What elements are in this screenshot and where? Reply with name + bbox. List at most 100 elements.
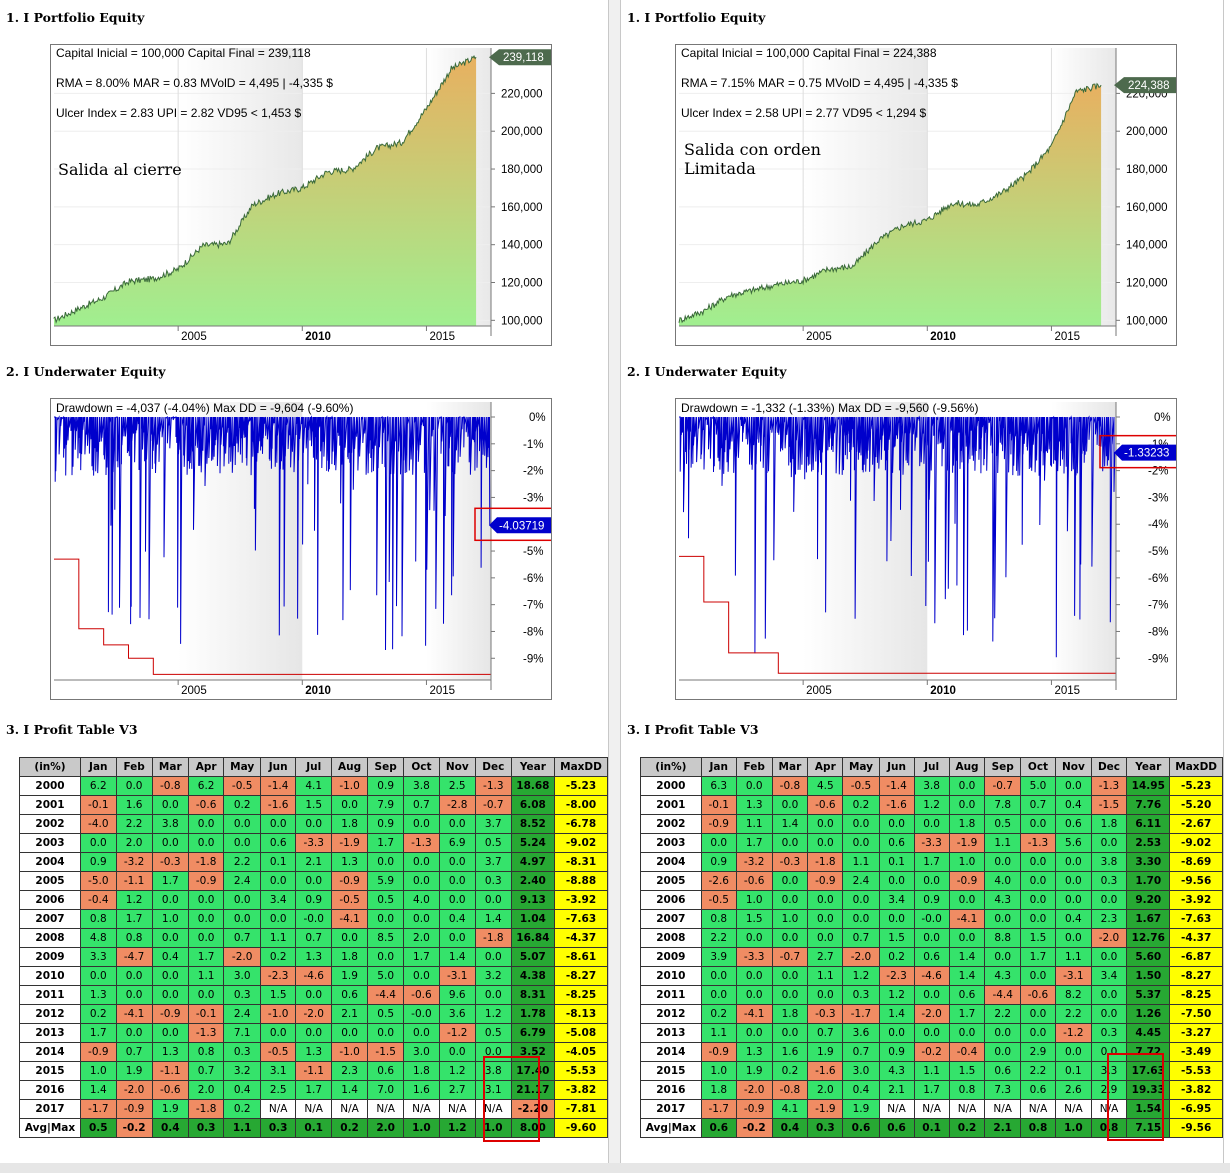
- month-return-cell: 3.8: [1090, 852, 1128, 872]
- month-return-cell: 3.0: [223, 966, 261, 986]
- month-return-cell: 0.0: [735, 776, 773, 796]
- row-label-cell: 2004: [18, 852, 82, 872]
- section-title-profit: 3. I Profit Table V3: [6, 722, 138, 737]
- month-return-cell: 0.0: [700, 966, 737, 986]
- month-return-cell: 3.7: [474, 852, 512, 872]
- month-return-cell: 0.9: [878, 1042, 915, 1062]
- month-return-cell: 0.0: [878, 909, 915, 929]
- month-return-cell: 6.2: [187, 776, 225, 796]
- month-return-cell: 0.0: [330, 795, 369, 815]
- month-return-cell: 1.6: [771, 1042, 809, 1062]
- table-header-cell: Sep: [367, 757, 405, 777]
- x-tick-label: 2015: [429, 331, 455, 343]
- month-return-cell: 1.5: [1019, 928, 1057, 948]
- maxdd-cell: -8.13: [554, 1004, 608, 1024]
- month-return-cell: -1.9: [948, 833, 986, 853]
- maxdd-cell: -5.23: [554, 776, 608, 796]
- month-return-cell: 0.0: [913, 871, 950, 891]
- month-return-cell: -0.9: [948, 871, 986, 891]
- month-return-cell: 0.1: [295, 1118, 332, 1138]
- month-return-cell: N/A: [1019, 1099, 1057, 1119]
- year-return-cell: 4.97: [510, 852, 556, 872]
- maxdd-cell: -8.61: [554, 947, 608, 967]
- month-return-cell: 0.0: [1090, 1042, 1128, 1062]
- month-return-cell: 3.8: [913, 776, 950, 796]
- year-return-cell: 18.68: [510, 776, 556, 796]
- year-return-cell: 3.30: [1126, 852, 1171, 872]
- month-return-cell: -0.9: [115, 1099, 153, 1119]
- month-return-cell: 2.7: [807, 947, 844, 967]
- table-header-cell: Jan: [700, 757, 737, 777]
- month-return-cell: 0.0: [948, 776, 986, 796]
- dd-tick-label: -3%: [523, 492, 543, 504]
- maxdd-cell: -8.25: [554, 985, 608, 1005]
- month-return-cell: 1.9: [842, 1099, 880, 1119]
- month-return-cell: 0.0: [259, 814, 297, 834]
- table-row: 2001 -0.1 1.6 0.0 -0.6 0.2 -1.6 1.5 0.0 7.9 0.7 -2.…: [18, 795, 608, 815]
- table-row: 2000 6.3 0.0 -0.8 4.5 -0.5 -1.4 3.8 0.0 -0.7 5.0 0.…: [640, 776, 1223, 796]
- month-return-cell: 1.6: [403, 1080, 440, 1100]
- month-return-cell: 0.2: [700, 1004, 737, 1024]
- month-return-cell: 0.2: [878, 947, 915, 967]
- month-return-cell: 0.6: [948, 985, 986, 1005]
- month-return-cell: 0.0: [187, 909, 225, 929]
- month-return-cell: 1.4: [771, 814, 809, 834]
- month-return-cell: 2.5: [259, 1080, 297, 1100]
- month-return-cell: 0.0: [1019, 1004, 1057, 1024]
- month-return-cell: 3.0: [403, 1042, 440, 1062]
- section-title-equity: 1. I Portfolio Equity: [627, 10, 766, 25]
- month-return-cell: 0.0: [151, 795, 189, 815]
- table-row: 2007 0.8 1.5 1.0 0.0 0.0 0.0 -0.0 -4.1 0.0 0.0 0.4 2…: [640, 909, 1223, 929]
- month-return-cell: -1.6: [259, 795, 297, 815]
- month-return-cell: 0.0: [842, 814, 880, 834]
- month-return-cell: 0.7: [842, 928, 880, 948]
- chart-annotation: Salida al cierre: [58, 160, 182, 179]
- year-return-cell: 17.63: [1126, 1061, 1171, 1081]
- month-return-cell: 0.0: [1019, 966, 1057, 986]
- month-return-cell: 0.6: [1019, 1080, 1057, 1100]
- table-row: 2013 1.7 0.0 0.0 -1.3 7.1 0.0 0.0 0.0 0.0 0.0 -1.2 0…: [18, 1023, 608, 1043]
- table-header-cell: Aug: [948, 757, 986, 777]
- month-return-cell: -1.0: [259, 1004, 297, 1024]
- dd-tick-label: 0%: [1154, 412, 1171, 424]
- month-return-cell: 0.0: [367, 909, 405, 929]
- year-return-cell: 2.40: [510, 871, 556, 891]
- month-return-cell: -0.2: [735, 1118, 773, 1138]
- month-return-cell: -2.0: [735, 1080, 773, 1100]
- year-return-cell: 5.37: [1126, 985, 1171, 1005]
- month-return-cell: 2.0: [367, 1118, 405, 1138]
- month-return-cell: 3.8: [151, 814, 189, 834]
- profit-table: (in%) Jan Feb Mar Apr May Jun Jul Aug Sep Oct Nov De…: [640, 757, 1223, 1138]
- table-row: 2006 -0.5 1.0 0.0 0.0 0.0 3.4 0.9 0.0 4.3 0.0 0.0 0.…: [640, 890, 1223, 910]
- month-return-cell: 0.0: [151, 1023, 189, 1043]
- month-return-cell: -4.1: [330, 909, 369, 929]
- month-return-cell: 0.0: [807, 985, 844, 1005]
- table-header-row: (in%) Jan Feb Mar Apr May Jun Jul Aug Sep Oct Nov De…: [18, 757, 608, 777]
- month-return-cell: 3.6: [438, 1004, 476, 1024]
- month-return-cell: 1.7: [913, 852, 950, 872]
- equity-chart: 100,000 120,000 140,000 160,000 180,000 200,0…: [50, 44, 552, 346]
- month-return-cell: 1.1: [259, 928, 297, 948]
- month-return-cell: 0.0: [151, 966, 189, 986]
- month-return-cell: 1.2: [842, 966, 880, 986]
- month-return-cell: 0.0: [115, 1023, 153, 1043]
- year-return-cell: 1.50: [1126, 966, 1171, 986]
- maxdd-cell: -3.82: [554, 1080, 608, 1100]
- month-return-cell: 0.0: [403, 871, 440, 891]
- month-return-cell: 0.0: [913, 1023, 950, 1043]
- month-return-cell: -0.5: [330, 890, 369, 910]
- month-return-cell: -1.6: [878, 795, 915, 815]
- table-row: 2007 0.8 1.7 1.0 0.0 0.0 0.0 -0.0 -4.1 0.0 0.0 0.4 1…: [18, 909, 608, 929]
- x-tick-label: 2015: [1054, 685, 1080, 697]
- table-header-cell: MaxDD: [1169, 757, 1223, 777]
- month-return-cell: 0.0: [1019, 814, 1057, 834]
- maxdd-cell: -5.20: [1169, 795, 1223, 815]
- month-return-cell: -0.5: [259, 1042, 297, 1062]
- month-return-cell: 2.7: [438, 1080, 476, 1100]
- month-return-cell: 0.3: [807, 1118, 844, 1138]
- month-return-cell: 1.8: [1090, 814, 1128, 834]
- table-row: 2017 -1.7 -0.9 4.1 -1.9 1.9 N/A N/A N/A N/A N/A N/A…: [640, 1099, 1223, 1119]
- month-return-cell: 2.2: [984, 1004, 1021, 1024]
- month-return-cell: 3.4: [878, 890, 915, 910]
- month-return-cell: 0.0: [259, 909, 297, 929]
